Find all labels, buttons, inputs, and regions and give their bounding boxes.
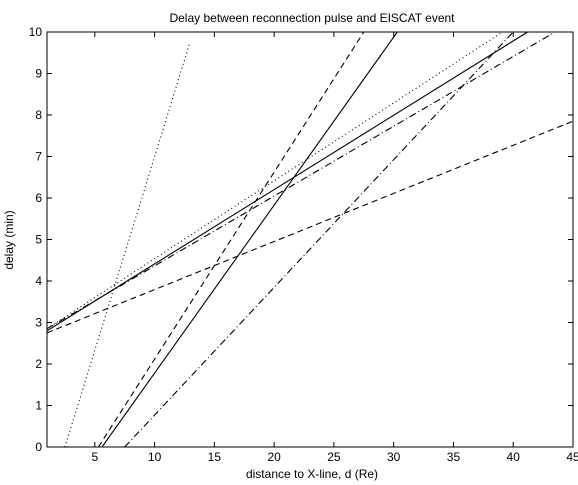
x-tick-label: 30	[387, 450, 401, 464]
x-tick-label: 40	[507, 450, 521, 464]
y-tick-label: 9	[35, 67, 42, 81]
chart-title: Delay between reconnection pulse and EIS…	[169, 11, 455, 25]
series-line-6-solid	[46, 31, 528, 332]
y-tick-label: 3	[35, 316, 42, 330]
y-tick-label: 4	[35, 274, 42, 288]
y-tick-label: 6	[35, 191, 42, 205]
series-line-1-dotted	[64, 44, 190, 448]
y-tick-label: 10	[29, 25, 43, 39]
x-tick-label: 45	[566, 450, 578, 464]
series-line-5-dotted	[46, 31, 503, 330]
x-tick-label: 20	[267, 450, 281, 464]
series-line-8-dashed	[46, 120, 574, 334]
y-tick-label: 8	[35, 108, 42, 122]
series-line-4-dashdot	[124, 31, 514, 448]
y-tick-label: 1	[35, 399, 42, 413]
x-tick-label: 10	[148, 450, 162, 464]
plot-frame	[46, 31, 574, 448]
y-tick-label: 5	[35, 233, 42, 247]
y-tick-label: 2	[35, 357, 42, 371]
y-axis-label: delay (min)	[2, 210, 16, 269]
x-tick-label: 35	[447, 450, 461, 464]
x-tick-label: 5	[91, 450, 98, 464]
y-tick-label: 0	[35, 440, 42, 454]
series-line-3-solid	[101, 31, 398, 448]
x-tick-label: 25	[327, 450, 341, 464]
y-tick-label: 7	[35, 150, 42, 164]
x-axis-label: distance to X-line, d (Re)	[246, 467, 378, 481]
series-line-2-dashed	[97, 31, 365, 448]
series-line-7-dashdot	[46, 31, 556, 330]
x-tick-label: 15	[208, 450, 222, 464]
